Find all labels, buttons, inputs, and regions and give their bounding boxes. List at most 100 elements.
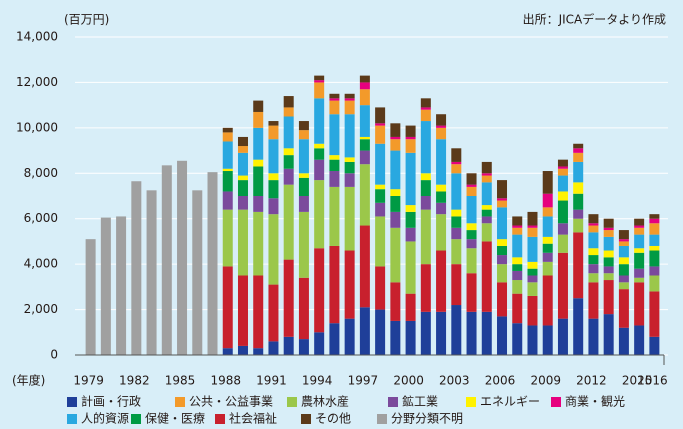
bar-segment: [359, 164, 370, 226]
x-axis-label: (年度): [12, 373, 45, 388]
bar-segment: [603, 218, 614, 228]
bar-segment: [329, 114, 340, 156]
bar-segment: [253, 348, 264, 355]
bar-segment: [237, 196, 248, 210]
bar-segment: [420, 209, 431, 265]
bar-segment: [542, 193, 553, 208]
bar-segment: [451, 216, 462, 228]
bar-segment: [283, 168, 294, 185]
bar-segment: [375, 309, 386, 355]
bar-segment: [557, 159, 568, 167]
bar-segment: [253, 166, 264, 196]
bar-segment: [634, 227, 645, 235]
bar-segment: [344, 186, 355, 251]
bar-segment: [542, 275, 553, 326]
bar-segment: [329, 245, 340, 324]
bar-segment: [314, 82, 325, 99]
bar-segment: [420, 173, 431, 181]
bar-segment: [481, 216, 492, 224]
bar-segment: [436, 114, 447, 126]
bar-segment: [420, 196, 431, 210]
bar-segment: [451, 148, 462, 162]
legend-label: 農林水産: [301, 394, 349, 409]
bar-segment: [161, 165, 172, 355]
bar-segment: [329, 186, 340, 246]
bar-segment: [436, 139, 447, 185]
y-tick-label: 4,000: [24, 257, 58, 271]
bar-segment: [557, 191, 568, 201]
bar-segment: [588, 318, 599, 355]
bar-segment: [405, 139, 416, 153]
bar-segment: [481, 223, 492, 242]
bar-segment: [481, 161, 492, 174]
bar-segment: [436, 214, 447, 251]
bar-segment: [497, 282, 508, 317]
bar-segment: [542, 216, 553, 237]
bar-segment: [298, 130, 309, 140]
bar-segment: [527, 268, 538, 276]
bar-segment: [649, 336, 660, 355]
bar-segment: [390, 196, 401, 212]
unit-label: (百万円): [64, 13, 109, 27]
legend-label: 鉱工業: [402, 394, 438, 409]
bar-segment: [375, 216, 386, 267]
bar-segment: [634, 277, 645, 283]
bar-segment: [557, 200, 568, 224]
bar-segment: [375, 266, 386, 310]
bar-segment: [527, 275, 538, 283]
bar-segment: [375, 125, 386, 144]
bar-segment: [603, 227, 614, 231]
bar-segment: [405, 211, 416, 228]
bar-segment: [298, 211, 309, 278]
bar-segment: [344, 173, 355, 187]
bar-segment: [405, 125, 416, 137]
bar-segment: [329, 155, 340, 160]
bar-segment: [588, 273, 599, 283]
bar-segment: [344, 157, 355, 162]
bar-segment: [557, 252, 568, 319]
bar-segment: [314, 159, 325, 181]
bar-segment: [207, 172, 218, 355]
bar-segment: [466, 173, 477, 185]
bar-segment: [466, 248, 477, 274]
bar-segment: [85, 239, 96, 355]
bar-segment: [359, 150, 370, 165]
bar-segment: [314, 98, 325, 144]
legend-label: 分野分類不明: [391, 412, 463, 426]
bar-segment: [314, 80, 325, 83]
y-tick-label: 14,000: [16, 30, 58, 44]
bar-segment: [237, 209, 248, 276]
bar-segment: [618, 241, 629, 246]
bar-segment: [405, 320, 416, 355]
bar-segment: [390, 139, 401, 151]
bar-segment: [573, 298, 584, 355]
bar-segment: [405, 227, 416, 242]
bar-segment: [405, 136, 416, 140]
bar-segment: [618, 275, 629, 283]
bar-segment: [359, 139, 370, 151]
bar-segment: [237, 275, 248, 346]
legend-label: 人的資源: [81, 411, 129, 426]
bar-segment: [649, 245, 660, 251]
bar-segment: [466, 196, 477, 224]
bar-segment: [557, 166, 568, 169]
bar-segment: [481, 205, 492, 210]
x-tick-label: 2009: [530, 374, 561, 388]
bar-segment: [634, 325, 645, 355]
bar-segment: [512, 264, 523, 271]
bar-segment: [634, 234, 645, 249]
bar-segment: [466, 184, 477, 187]
bar-segment: [527, 325, 538, 355]
legend-label: 公共・公益事業: [189, 395, 273, 409]
bar-segment: [329, 159, 340, 172]
bar-segment: [283, 107, 294, 117]
bar-segment: [512, 234, 523, 258]
bar-segment: [146, 190, 157, 355]
bar-segment: [436, 184, 447, 192]
bar-segment: [618, 282, 629, 290]
bar-segment: [497, 180, 508, 199]
bar-segment: [253, 275, 264, 349]
bar-segment: [466, 230, 477, 240]
bar-segment: [557, 223, 568, 235]
bar-segment: [634, 225, 645, 228]
